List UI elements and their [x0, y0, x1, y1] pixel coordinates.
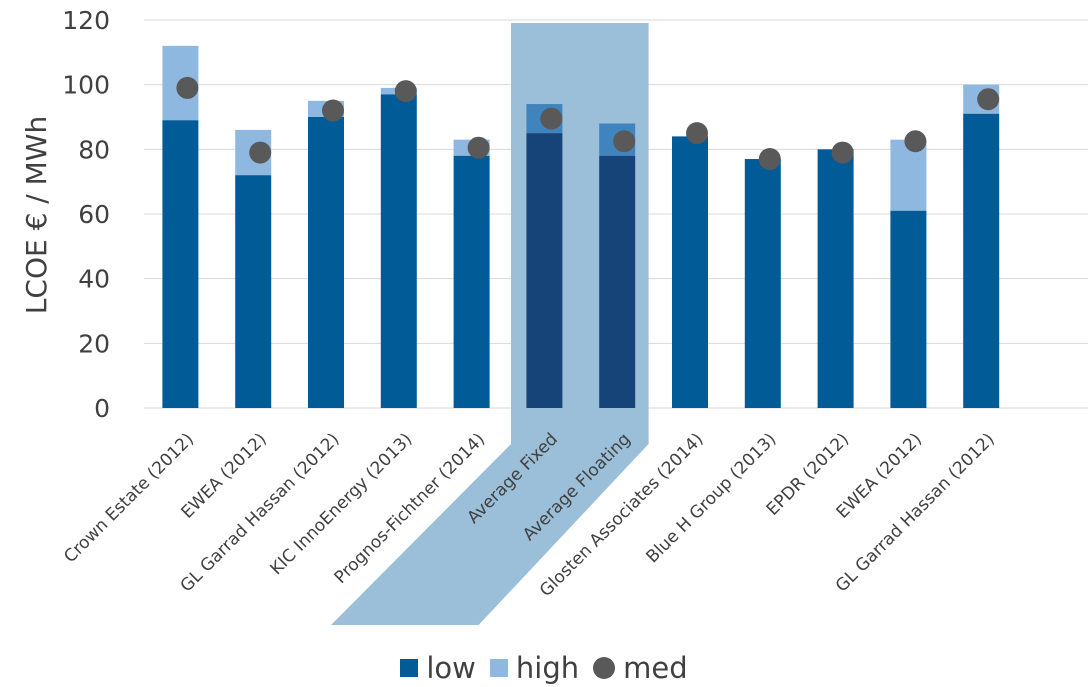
x-tick-label: GL Garrad Hassan (2012)	[832, 429, 999, 596]
bar-low	[599, 155, 636, 408]
legend-marker-med	[593, 656, 616, 679]
y-axis-ticks: 0 20 40 60 80 100 120	[62, 6, 110, 423]
med-marker	[322, 99, 344, 122]
x-tick-label: KIC InnoEnergy (2013)	[267, 429, 417, 579]
y-tick-label: 120	[62, 6, 110, 35]
legend-swatch-high	[489, 658, 508, 677]
legend-item-med: med	[593, 651, 688, 685]
bar-low	[380, 94, 417, 408]
med-markers	[176, 76, 1000, 171]
legend-item-high: high	[489, 650, 580, 685]
med-marker	[467, 136, 490, 159]
y-tick-label: 80	[78, 135, 110, 164]
bar-low	[453, 155, 490, 408]
med-marker	[394, 80, 417, 103]
y-tick-label: 20	[78, 329, 110, 358]
bar-high	[890, 139, 927, 211]
bar-low	[526, 133, 563, 408]
y-tick-label: 100	[62, 71, 110, 100]
med-marker	[686, 122, 708, 145]
med-marker	[904, 130, 927, 153]
legend-label-low: low	[426, 650, 476, 685]
med-marker	[831, 141, 854, 164]
legend-swatch-low	[400, 658, 419, 677]
bar-low	[963, 113, 1000, 409]
y-tick-label: 0	[94, 394, 110, 423]
med-marker	[977, 88, 1000, 111]
legend-label-med: med	[623, 650, 688, 685]
legend-label-high: high	[515, 650, 580, 685]
bar-low	[235, 175, 272, 408]
highlight-band-lower	[331, 444, 649, 625]
legend-item-low: low	[400, 651, 476, 685]
med-marker	[758, 148, 781, 171]
legend: low high med	[0, 648, 1088, 687]
y-tick-label: 40	[78, 265, 110, 294]
x-tick-label: Crown Estate (2012)	[60, 429, 198, 567]
y-tick-label: 60	[78, 200, 110, 229]
med-marker	[540, 107, 563, 130]
bar-low	[817, 149, 854, 409]
bar-low	[672, 136, 708, 408]
med-marker	[176, 76, 199, 99]
x-tick-label: Blue H Group (2013)	[643, 429, 781, 567]
y-axis-label: LCOE € / MWh	[20, 116, 53, 314]
bar-low	[162, 120, 199, 408]
bar-low	[890, 210, 927, 408]
med-marker	[249, 141, 272, 164]
med-marker	[613, 130, 636, 153]
bar-low	[308, 117, 344, 408]
bar-low	[744, 159, 781, 408]
